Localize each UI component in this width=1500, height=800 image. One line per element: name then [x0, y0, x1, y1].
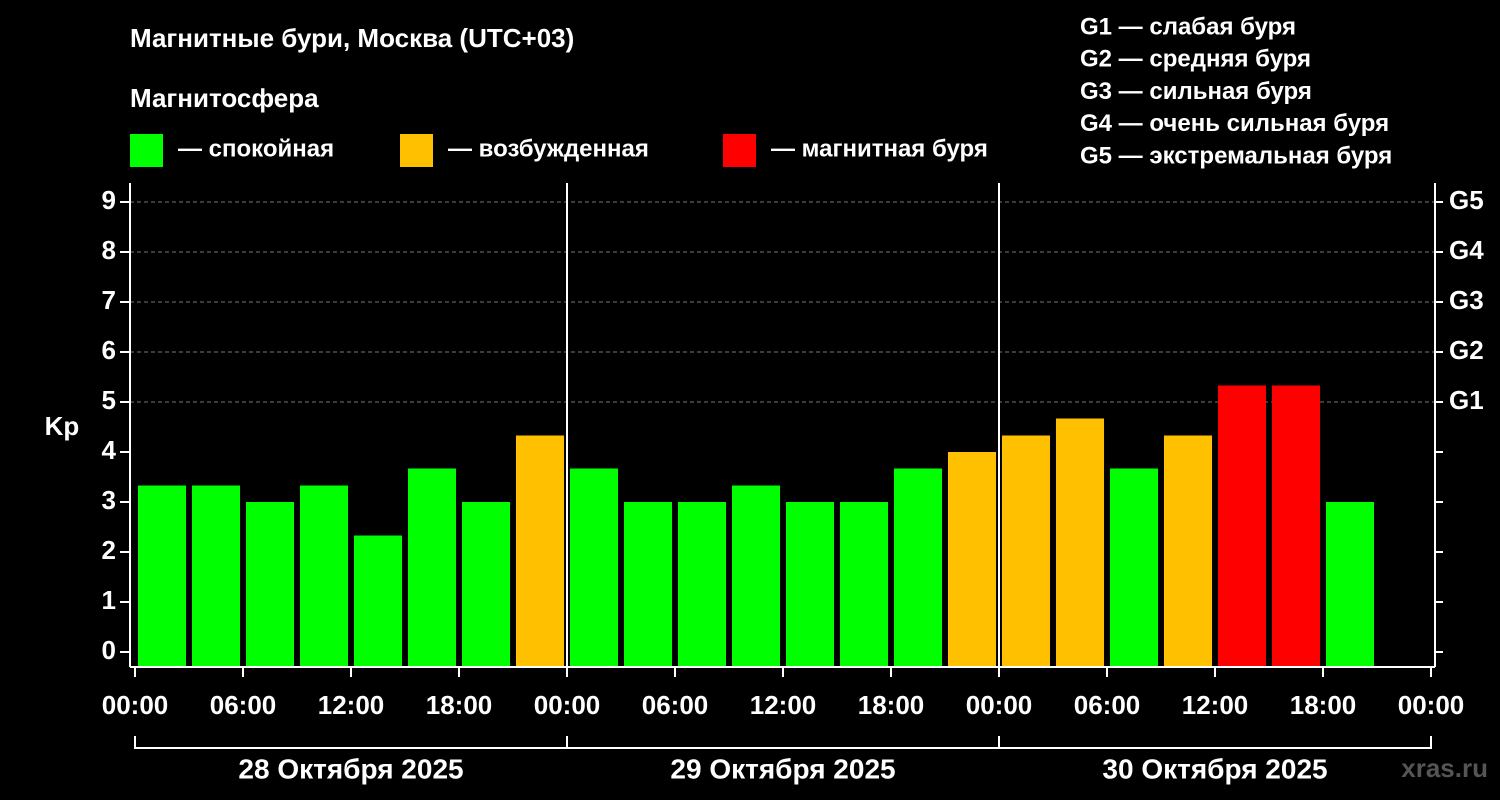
bar	[569, 468, 619, 667]
scale-legend-item: G3 — сильная буря	[1080, 78, 1312, 105]
bar	[785, 502, 835, 667]
bar	[947, 452, 997, 667]
y-tick-label: 5	[102, 385, 116, 415]
bar	[731, 485, 781, 667]
y2-tick-label: G2	[1449, 335, 1484, 365]
x-tick-label: 12:00	[1182, 690, 1249, 720]
x-tick-label: 18:00	[426, 690, 493, 720]
bar	[1163, 435, 1213, 667]
day-label: 30 Октября 2025	[1102, 753, 1327, 784]
bar	[515, 435, 565, 667]
y2-tick-label: G1	[1449, 385, 1484, 415]
x-tick-label: 12:00	[750, 690, 817, 720]
x-tick-label: 18:00	[858, 690, 925, 720]
legend-swatch	[400, 134, 433, 167]
x-tick-label: 00:00	[534, 690, 601, 720]
y-tick-label: 3	[102, 485, 116, 515]
bar	[461, 502, 511, 667]
x-tick-label: 00:00	[1398, 690, 1465, 720]
legend-label: — возбужденная	[448, 135, 649, 162]
scale-legend-item: G2 — средняя буря	[1080, 46, 1311, 73]
x-tick-label: 06:00	[642, 690, 709, 720]
bar	[191, 485, 241, 667]
y-tick-label: 4	[102, 435, 117, 465]
x-tick-label: 00:00	[102, 690, 169, 720]
y2-tick-label: G3	[1449, 285, 1484, 315]
bar	[245, 502, 295, 667]
y2-tick-label: G4	[1449, 235, 1484, 265]
bar	[623, 502, 673, 667]
y-tick-label: 8	[102, 235, 116, 265]
bar	[1325, 502, 1375, 667]
watermark: xras.ru	[1401, 753, 1488, 783]
legend-swatch	[130, 134, 163, 167]
bar	[893, 468, 943, 667]
bar	[299, 485, 349, 667]
scale-legend-item: G5 — экстремальная буря	[1080, 143, 1392, 170]
x-tick-label: 06:00	[210, 690, 277, 720]
bar	[1055, 418, 1105, 667]
legend-label: — спокойная	[178, 135, 334, 162]
x-tick-label: 00:00	[966, 690, 1033, 720]
y-tick-label: 1	[102, 585, 116, 615]
y-axis-label: Kp	[45, 411, 80, 441]
y2-tick-label: G5	[1449, 185, 1484, 215]
legend-swatch	[723, 134, 756, 167]
legend-label: — магнитная буря	[771, 135, 988, 162]
day-label: 29 Октября 2025	[670, 753, 895, 784]
scale-legend-item: G4 — очень сильная буря	[1080, 110, 1389, 137]
day-label: 28 Октября 2025	[238, 753, 463, 784]
bar	[137, 485, 187, 667]
y-tick-label: 9	[102, 185, 116, 215]
bar	[353, 535, 403, 667]
chart-title: Магнитные бури, Москва (UTC+03)	[130, 23, 574, 53]
bar	[677, 502, 727, 667]
y-tick-label: 2	[102, 535, 116, 565]
x-tick-label: 18:00	[1290, 690, 1357, 720]
bar	[1109, 468, 1159, 667]
bar	[407, 468, 457, 667]
x-tick-label: 06:00	[1074, 690, 1141, 720]
bar	[1217, 385, 1267, 667]
y-tick-label: 6	[102, 335, 116, 365]
y-tick-label: 0	[102, 635, 116, 665]
legend-title: Магнитосфера	[130, 83, 319, 113]
y-tick-label: 7	[102, 285, 116, 315]
scale-legend-item: G1 — слабая буря	[1080, 13, 1296, 40]
bar	[839, 502, 889, 667]
bar	[1271, 385, 1321, 667]
x-tick-label: 12:00	[318, 690, 385, 720]
bar	[1001, 435, 1051, 667]
